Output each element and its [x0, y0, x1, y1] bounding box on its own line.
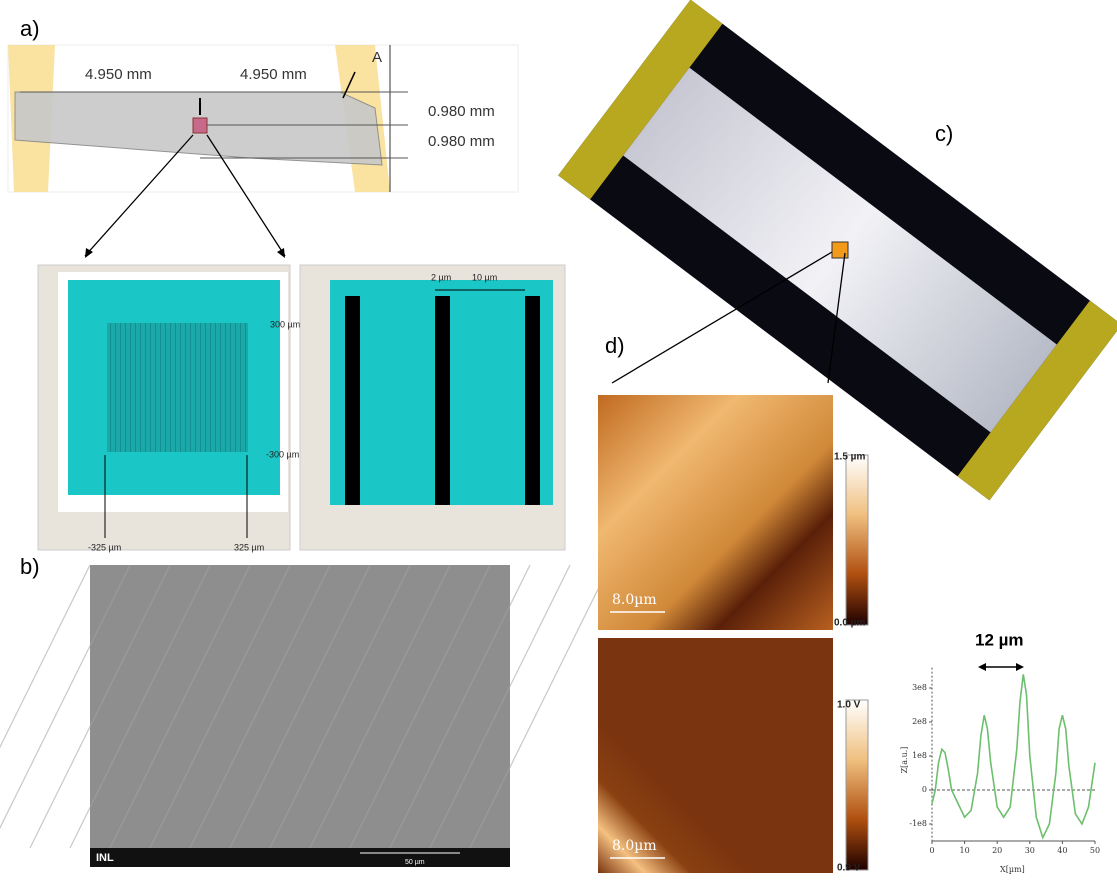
dimension: 10 µm: [472, 272, 497, 282]
profile-plot: 12 µm X[µm] Z[a.u.] 3e8 2e8 1e8 0 -1e8 0 10 20 3…: [900, 630, 1100, 874]
line-array: [107, 323, 248, 452]
y-tick-label: 2e8: [912, 717, 927, 726]
x-tick-label: 50: [1090, 846, 1100, 855]
figure: a) 4.950 mm 4.950 mm A 0.980 mm 0.980 mm…: [0, 0, 1117, 881]
panel-label: d): [605, 333, 625, 358]
scale-label: 50 µm: [405, 859, 425, 866]
dimension: 0.980 mm: [428, 103, 495, 120]
arrowhead: [85, 248, 93, 258]
x-tick-label: 20: [992, 846, 1002, 855]
panel-label: a): [20, 16, 40, 41]
y-tick-label: 1e8: [912, 751, 927, 760]
colorbar: [846, 700, 868, 870]
pattern-spot: [193, 118, 207, 133]
dimension: 4.950 mm: [85, 66, 152, 83]
scale-label: 8.0µm: [612, 592, 657, 608]
x-tick-label: 30: [1025, 846, 1035, 855]
arrowhead: [1016, 663, 1024, 671]
y-tick-label: 3e8: [912, 683, 927, 692]
sem-image: [90, 565, 510, 867]
dimension: 2 µm: [431, 272, 451, 282]
colorbar-max: 1.5 µm: [834, 452, 865, 463]
y-axis-label: Z[a.u.]: [900, 747, 909, 774]
coord-label: 300 µm: [270, 319, 300, 329]
logo: INL: [96, 852, 114, 864]
panel-label: b): [20, 554, 40, 579]
x-tick-label: 40: [1057, 846, 1067, 855]
arrowhead: [978, 663, 986, 671]
x-tick-label: 0: [929, 846, 934, 855]
line-feature: [435, 296, 450, 505]
colorbar-min: 0.0 µm: [834, 618, 865, 629]
scale-label: 8.0µm: [612, 838, 657, 854]
y-tick-label: 0: [922, 785, 927, 794]
annotation: 12 µm: [975, 630, 1024, 649]
dimension: 0.980 mm: [428, 133, 495, 150]
marker: A: [372, 49, 382, 66]
colorbar-min: 0.9 V: [837, 863, 861, 874]
coord-label: 325 µm: [234, 542, 264, 552]
colorbar: [846, 455, 868, 625]
profile-line: [932, 674, 1095, 837]
dimension: 4.950 mm: [240, 66, 307, 83]
line-feature: [525, 296, 540, 505]
colorbar-max: 1.0 V: [837, 700, 861, 711]
x-tick-label: 10: [960, 846, 970, 855]
sem-info-bar: [90, 848, 510, 867]
panel-label: c): [935, 121, 953, 146]
x-axis-label: X[µm]: [1000, 865, 1025, 874]
coord-label: -300 µm: [266, 449, 299, 459]
coord-label: -325 µm: [88, 542, 121, 552]
sem-streak: [0, 565, 90, 848]
line-feature: [345, 296, 360, 505]
y-tick-label: -1e8: [909, 819, 927, 828]
